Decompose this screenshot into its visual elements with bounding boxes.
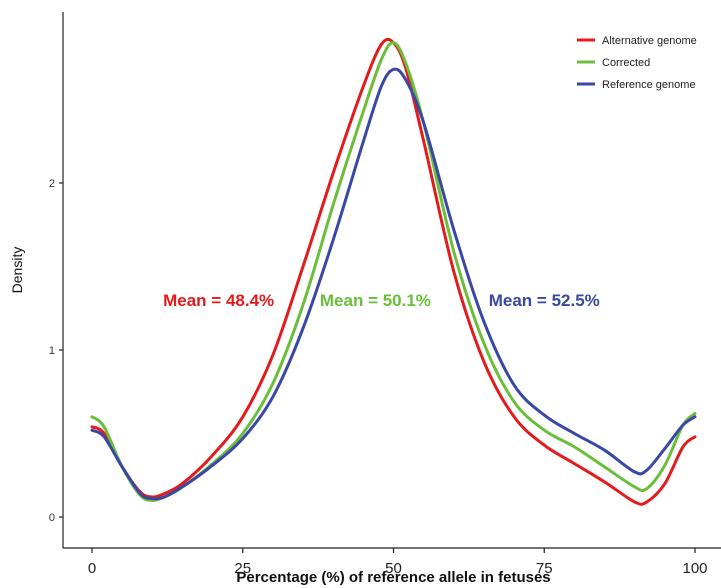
y-tick-label: 0	[49, 512, 55, 524]
legend-label: Corrected	[602, 57, 650, 69]
series-line-reference-genome	[90, 67, 697, 501]
y-tick-label: 1	[49, 345, 55, 357]
legend-label: Alternative genome	[602, 35, 697, 47]
mean-annotations: Mean = 48.4% Mean = 50.1% Mean = 52.5%	[163, 291, 600, 310]
x-tick-label: 75	[536, 560, 553, 577]
series-line-corrected	[90, 41, 697, 502]
ticks: 0 25 50 75 100 0 1 2	[49, 178, 708, 577]
axes	[62, 12, 721, 549]
legend: Alternative genome Corrected Reference gen…	[577, 35, 697, 91]
legend-label: Reference genome	[602, 79, 696, 91]
mean-annotation: Mean = 48.4%	[163, 291, 274, 310]
x-tick-label: 0	[88, 560, 96, 577]
x-tick-label: 50	[385, 560, 402, 577]
y-tick-label: 2	[49, 178, 55, 190]
mean-annotation: Mean = 52.5%	[489, 291, 600, 310]
y-axis-title: Density	[9, 247, 25, 294]
mean-annotation: Mean = 50.1%	[320, 291, 431, 310]
x-axis-title: Percentage (%) of reference allele in fe…	[236, 569, 550, 586]
series-lines	[90, 37, 697, 506]
x-tick-label: 25	[234, 560, 251, 577]
series-line-alternative-genome	[90, 37, 697, 506]
x-tick-label: 100	[682, 560, 707, 577]
